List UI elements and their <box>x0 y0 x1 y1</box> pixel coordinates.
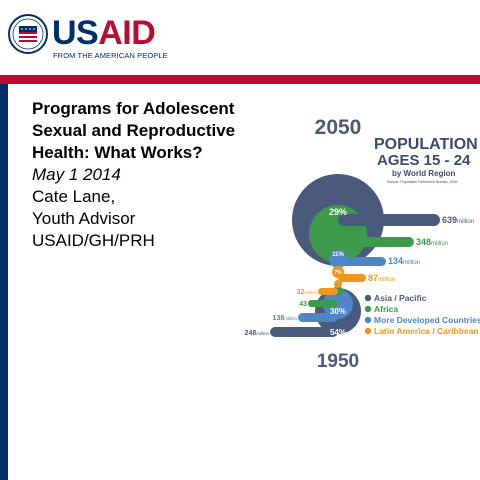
bar-1950-asia <box>270 327 338 337</box>
pct-1950-asia: 54% <box>330 328 346 337</box>
header: USAID FROM THE AMERICAN PEOPLE <box>0 0 480 75</box>
value-1950-africa: 43 <box>299 301 307 308</box>
pct-2050-latam: 7% <box>334 270 342 276</box>
legend-label-africa: Africa <box>374 304 398 314</box>
slide-title-line-2: Sexual and Reproductive <box>32 121 236 140</box>
value-1950-mdc: 138million <box>273 315 298 322</box>
bar-1950-africa <box>308 300 338 307</box>
value-1950-asia: 248million <box>245 330 270 337</box>
legend-swatch-africa <box>364 305 372 313</box>
bubble-1950-latam <box>334 280 342 288</box>
value-2050-latam: 87million <box>368 273 395 283</box>
pct-1950-mdc: 30% <box>330 307 346 316</box>
year-2050: 2050 <box>315 116 362 139</box>
bar-2050-mdc <box>338 257 386 266</box>
presenter-office: USAID/GH/PRH <box>32 231 155 250</box>
brand-aid: AID <box>98 14 156 52</box>
bar-2050-latam <box>338 274 366 282</box>
pct-2050-africa: 29% <box>329 207 347 217</box>
legend: Asia / Pacific Africa More Developed Cou… <box>364 293 480 336</box>
title-block: Programs for Adolescent Sexual and Repro… <box>32 98 272 252</box>
pct-2050-asia: 53% <box>329 138 347 148</box>
slide-title-line-1: Programs for Adolescent <box>32 99 235 118</box>
population-infographic: 2050 1950 53% 29% 11% 7% 30% 54% 639mill… <box>245 116 480 372</box>
legend-swatch-latam <box>364 327 372 335</box>
usaid-wordmark: USAID <box>52 14 156 52</box>
slide-title-line-3: Health: What Works? <box>32 143 203 162</box>
slide-date: May 1 2014 <box>32 165 121 184</box>
presenter-name: Cate Lane, <box>32 187 116 206</box>
infographic-title-line-1: POPULATION <box>374 136 478 153</box>
legend-label-mdc: More Developed Countries <box>374 315 480 325</box>
value-2050-africa: 348million <box>416 237 448 247</box>
left-accent-stripe <box>0 84 8 480</box>
pct-2050-mdc: 11% <box>332 252 344 258</box>
value-2050-mdc: 134million <box>388 256 420 266</box>
value-1950-latam: 32million <box>296 289 317 296</box>
legend-label-asia: Asia / Pacific <box>374 293 427 303</box>
brand-us: US <box>52 14 99 52</box>
bar-2050-asia <box>338 214 440 226</box>
infographic-source: Source: Population Reference Bureau, 200… <box>387 180 458 184</box>
legend-label-latam: Latin America / Caribbean <box>374 326 479 336</box>
presenter-role: Youth Advisor <box>32 209 136 228</box>
infographic-subtitle: by World Region <box>392 169 456 178</box>
legend-swatch-mdc <box>364 316 372 324</box>
year-1950: 1950 <box>317 351 359 372</box>
bar-1950-mdc <box>298 313 338 322</box>
infographic-title-line-2: AGES 15 - 24 <box>377 152 471 169</box>
usaid-seal-icon <box>8 14 48 54</box>
value-2050-asia: 639million <box>442 215 474 225</box>
legend-swatch-asia <box>364 294 372 302</box>
bubble-1950-mdc <box>323 289 353 319</box>
header-divider <box>0 75 480 84</box>
bar-1950-latam <box>318 288 338 295</box>
bar-2050-africa <box>338 237 414 247</box>
brand-tagline: FROM THE AMERICAN PEOPLE <box>53 51 168 60</box>
